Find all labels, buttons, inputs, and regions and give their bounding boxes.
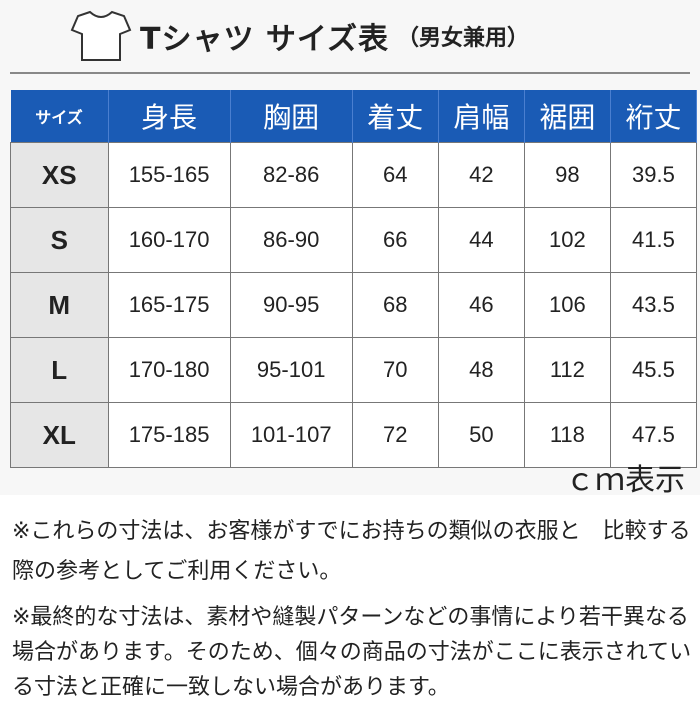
size-label: S [10,207,109,273]
table-cell: 90-95 [229,272,353,338]
table-row: L 170-180 95-101 70 48 112 45.5 [10,337,698,403]
note-1: ※これらの寸法は、お客様がすでにお持ちの類似の衣服と 比較する際の参考としてご利… [12,519,691,584]
table-row: S 160-170 86-90 66 44 102 41.5 [10,207,698,273]
table-cell: 98 [523,142,611,208]
table-cell: 70 [351,337,439,403]
table-row: XL 175-185 101-107 72 50 118 47.5 [10,402,698,468]
size-label: XL [10,402,109,468]
table-cell: 66 [351,207,439,273]
table-cell: 48 [437,337,525,403]
size-label: M [10,272,109,338]
tshirt-icon [70,10,132,61]
title-sub: （男女兼用） [397,26,530,51]
column-header: 肩幅 [438,90,525,143]
page-title: Tシャツ サイズ表 （男女兼用） [70,8,529,64]
table-cell: 50 [437,402,525,468]
table-cell: 43.5 [609,272,698,338]
table-cell: 72 [351,402,439,468]
divider [10,72,690,74]
table-cell: 45.5 [609,337,698,403]
table-cell: 106 [523,272,611,338]
table-row: XS 155-165 82-86 64 42 98 39.5 [10,142,698,208]
table-row: M 165-175 90-95 68 46 106 43.5 [10,272,698,338]
column-header: 胸囲 [230,90,353,143]
table-cell: 102 [523,207,611,273]
column-header: 着丈 [352,90,439,143]
table-cell: 101-107 [229,402,353,468]
table-cell: 39.5 [609,142,698,208]
table-cell: 155-165 [107,142,231,208]
table-cell: 86-90 [229,207,353,273]
table-cell: 175-185 [107,402,231,468]
table-cell: 41.5 [609,207,698,273]
size-label: L [10,337,109,403]
notes: ※これらの寸法は、お客様がすでにお持ちの類似の衣服と 比較する際の参考としてご利… [12,512,700,705]
column-header: 身長 [108,90,231,143]
unit-label: ｃｍ表示 [565,463,685,498]
table-cell: 46 [437,272,525,338]
table-cell: 82-86 [229,142,353,208]
column-header: 裄丈 [610,90,698,143]
table-cell: 42 [437,142,525,208]
table-cell: 170-180 [107,337,231,403]
note-2: ※最終的な寸法は、素材や縫製パターンなどの事情により若干異なる場合があります。そ… [12,605,692,700]
table-cell: 160-170 [107,207,231,273]
table-cell: 47.5 [609,402,698,468]
table-cell: 165-175 [107,272,231,338]
size-table: サイズ 身長 胸囲 着丈 肩幅 裾囲 裄丈 XS 155-165 82-86 64 42 98 39.5… [10,90,698,468]
table-cell: 95-101 [229,337,353,403]
column-header: サイズ [10,90,109,143]
title-main: Tシャツ サイズ表 [140,22,390,57]
table-cell: 112 [523,337,611,403]
table-cell: 44 [437,207,525,273]
size-label: XS [10,142,109,208]
table-cell: 64 [351,142,439,208]
table-cell: 68 [351,272,439,338]
table-cell: 118 [523,402,611,468]
column-header: 裾囲 [524,90,611,143]
